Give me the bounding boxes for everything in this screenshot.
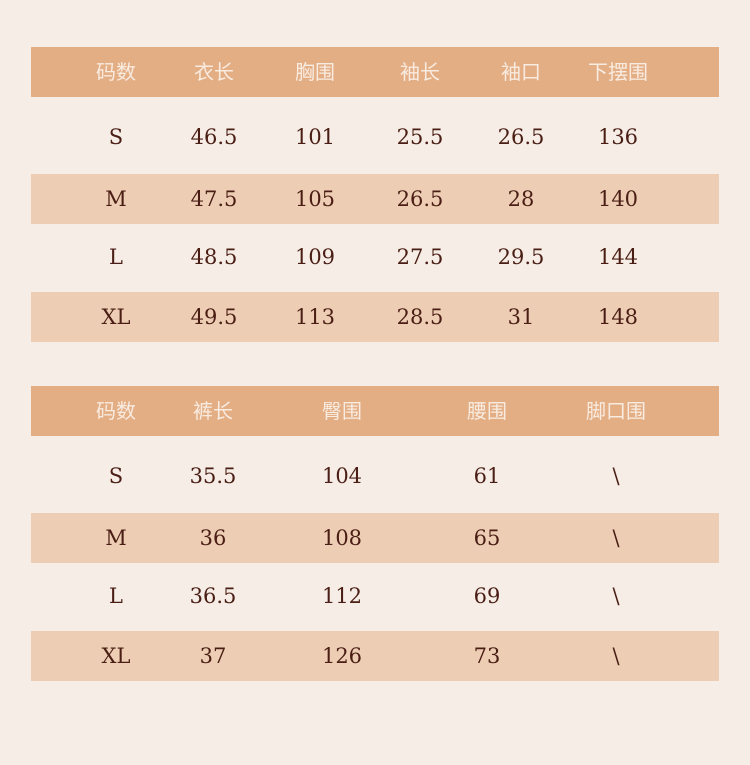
header-row: 码数 衣长 胸围 袖长 袖口 下摆围 xyxy=(31,47,719,97)
table-row: XL 49.5 113 28.5 31 148 xyxy=(31,292,719,342)
table-cell: 49.5 xyxy=(190,305,238,329)
table-cell: 61 xyxy=(473,464,501,488)
table-cell: L xyxy=(109,584,123,608)
column-header: 袖长 xyxy=(400,60,440,84)
table-cell: 136 xyxy=(597,125,639,149)
table-cell: 29.5 xyxy=(497,245,545,269)
header-row: 码数 裤长 臀围 腰围 脚口围 xyxy=(31,386,719,436)
table-cell: 140 xyxy=(597,187,639,211)
table-cell: 46.5 xyxy=(190,125,238,149)
table-cell: 36 xyxy=(199,526,227,550)
column-header: 下摆围 xyxy=(588,60,648,84)
table-cell: XL xyxy=(101,305,131,329)
table-row: S 46.5 101 25.5 26.5 136 xyxy=(31,112,719,162)
table-cell: 69 xyxy=(473,584,501,608)
table-cell: 144 xyxy=(597,245,639,269)
table-cell: M xyxy=(105,187,127,211)
table-cell: 109 xyxy=(294,245,336,269)
table-cell: 25.5 xyxy=(396,125,444,149)
table-row: L 36.5 112 69 \ xyxy=(31,571,719,621)
column-header: 码数 xyxy=(96,60,136,84)
table-cell: 28.5 xyxy=(396,305,444,329)
table-cell: 126 xyxy=(321,644,363,668)
table-cell: 35.5 xyxy=(189,464,237,488)
table-cell: 26.5 xyxy=(497,125,545,149)
table-cell: 27.5 xyxy=(396,245,444,269)
table-cell: 148 xyxy=(597,305,639,329)
column-header: 胸围 xyxy=(295,60,335,84)
table-cell: 31 xyxy=(507,305,535,329)
table-row: L 48.5 109 27.5 29.5 144 xyxy=(31,232,719,282)
table-cell: S xyxy=(108,464,124,488)
table-cell: 65 xyxy=(473,526,501,550)
column-header: 裤长 xyxy=(193,399,233,423)
table-cell: \ xyxy=(612,526,620,550)
table-cell: 48.5 xyxy=(190,245,238,269)
table-cell: 37 xyxy=(199,644,227,668)
column-header: 码数 xyxy=(96,399,136,423)
table-cell: \ xyxy=(612,464,620,488)
table-row: M 47.5 105 26.5 28 140 xyxy=(31,174,719,224)
top-size-table: 码数 衣长 胸围 袖长 袖口 下摆围 S 46.5 101 25.5 26.5 136 M 47.5 105… xyxy=(31,47,719,342)
table-cell: S xyxy=(108,125,124,149)
table-cell: 104 xyxy=(321,464,363,488)
column-header: 臀围 xyxy=(322,399,362,423)
table-cell: 26.5 xyxy=(396,187,444,211)
table-cell: 36.5 xyxy=(189,584,237,608)
table-cell: 108 xyxy=(321,526,363,550)
column-header: 衣长 xyxy=(194,60,234,84)
column-header: 袖口 xyxy=(501,60,541,84)
table-cell: 28 xyxy=(507,187,535,211)
table-cell: 73 xyxy=(473,644,501,668)
table-cell: L xyxy=(109,245,123,269)
table-cell: 47.5 xyxy=(190,187,238,211)
table-cell: 101 xyxy=(294,125,336,149)
table-cell: \ xyxy=(612,584,620,608)
bottom-size-table: 码数 裤长 臀围 腰围 脚口围 S 35.5 104 61 \ M 36 108 65 \ L 36.5 112 6… xyxy=(31,386,719,681)
table-cell: XL xyxy=(101,644,131,668)
table-cell: M xyxy=(105,526,127,550)
table-cell: 105 xyxy=(294,187,336,211)
table-row: S 35.5 104 61 \ xyxy=(31,451,719,501)
table-cell: 113 xyxy=(294,305,336,329)
table-row: M 36 108 65 \ xyxy=(31,513,719,563)
table-cell: \ xyxy=(612,644,620,668)
table-cell: 112 xyxy=(321,584,363,608)
column-header: 腰围 xyxy=(467,399,507,423)
column-header: 脚口围 xyxy=(586,399,646,423)
table-row: XL 37 126 73 \ xyxy=(31,631,719,681)
